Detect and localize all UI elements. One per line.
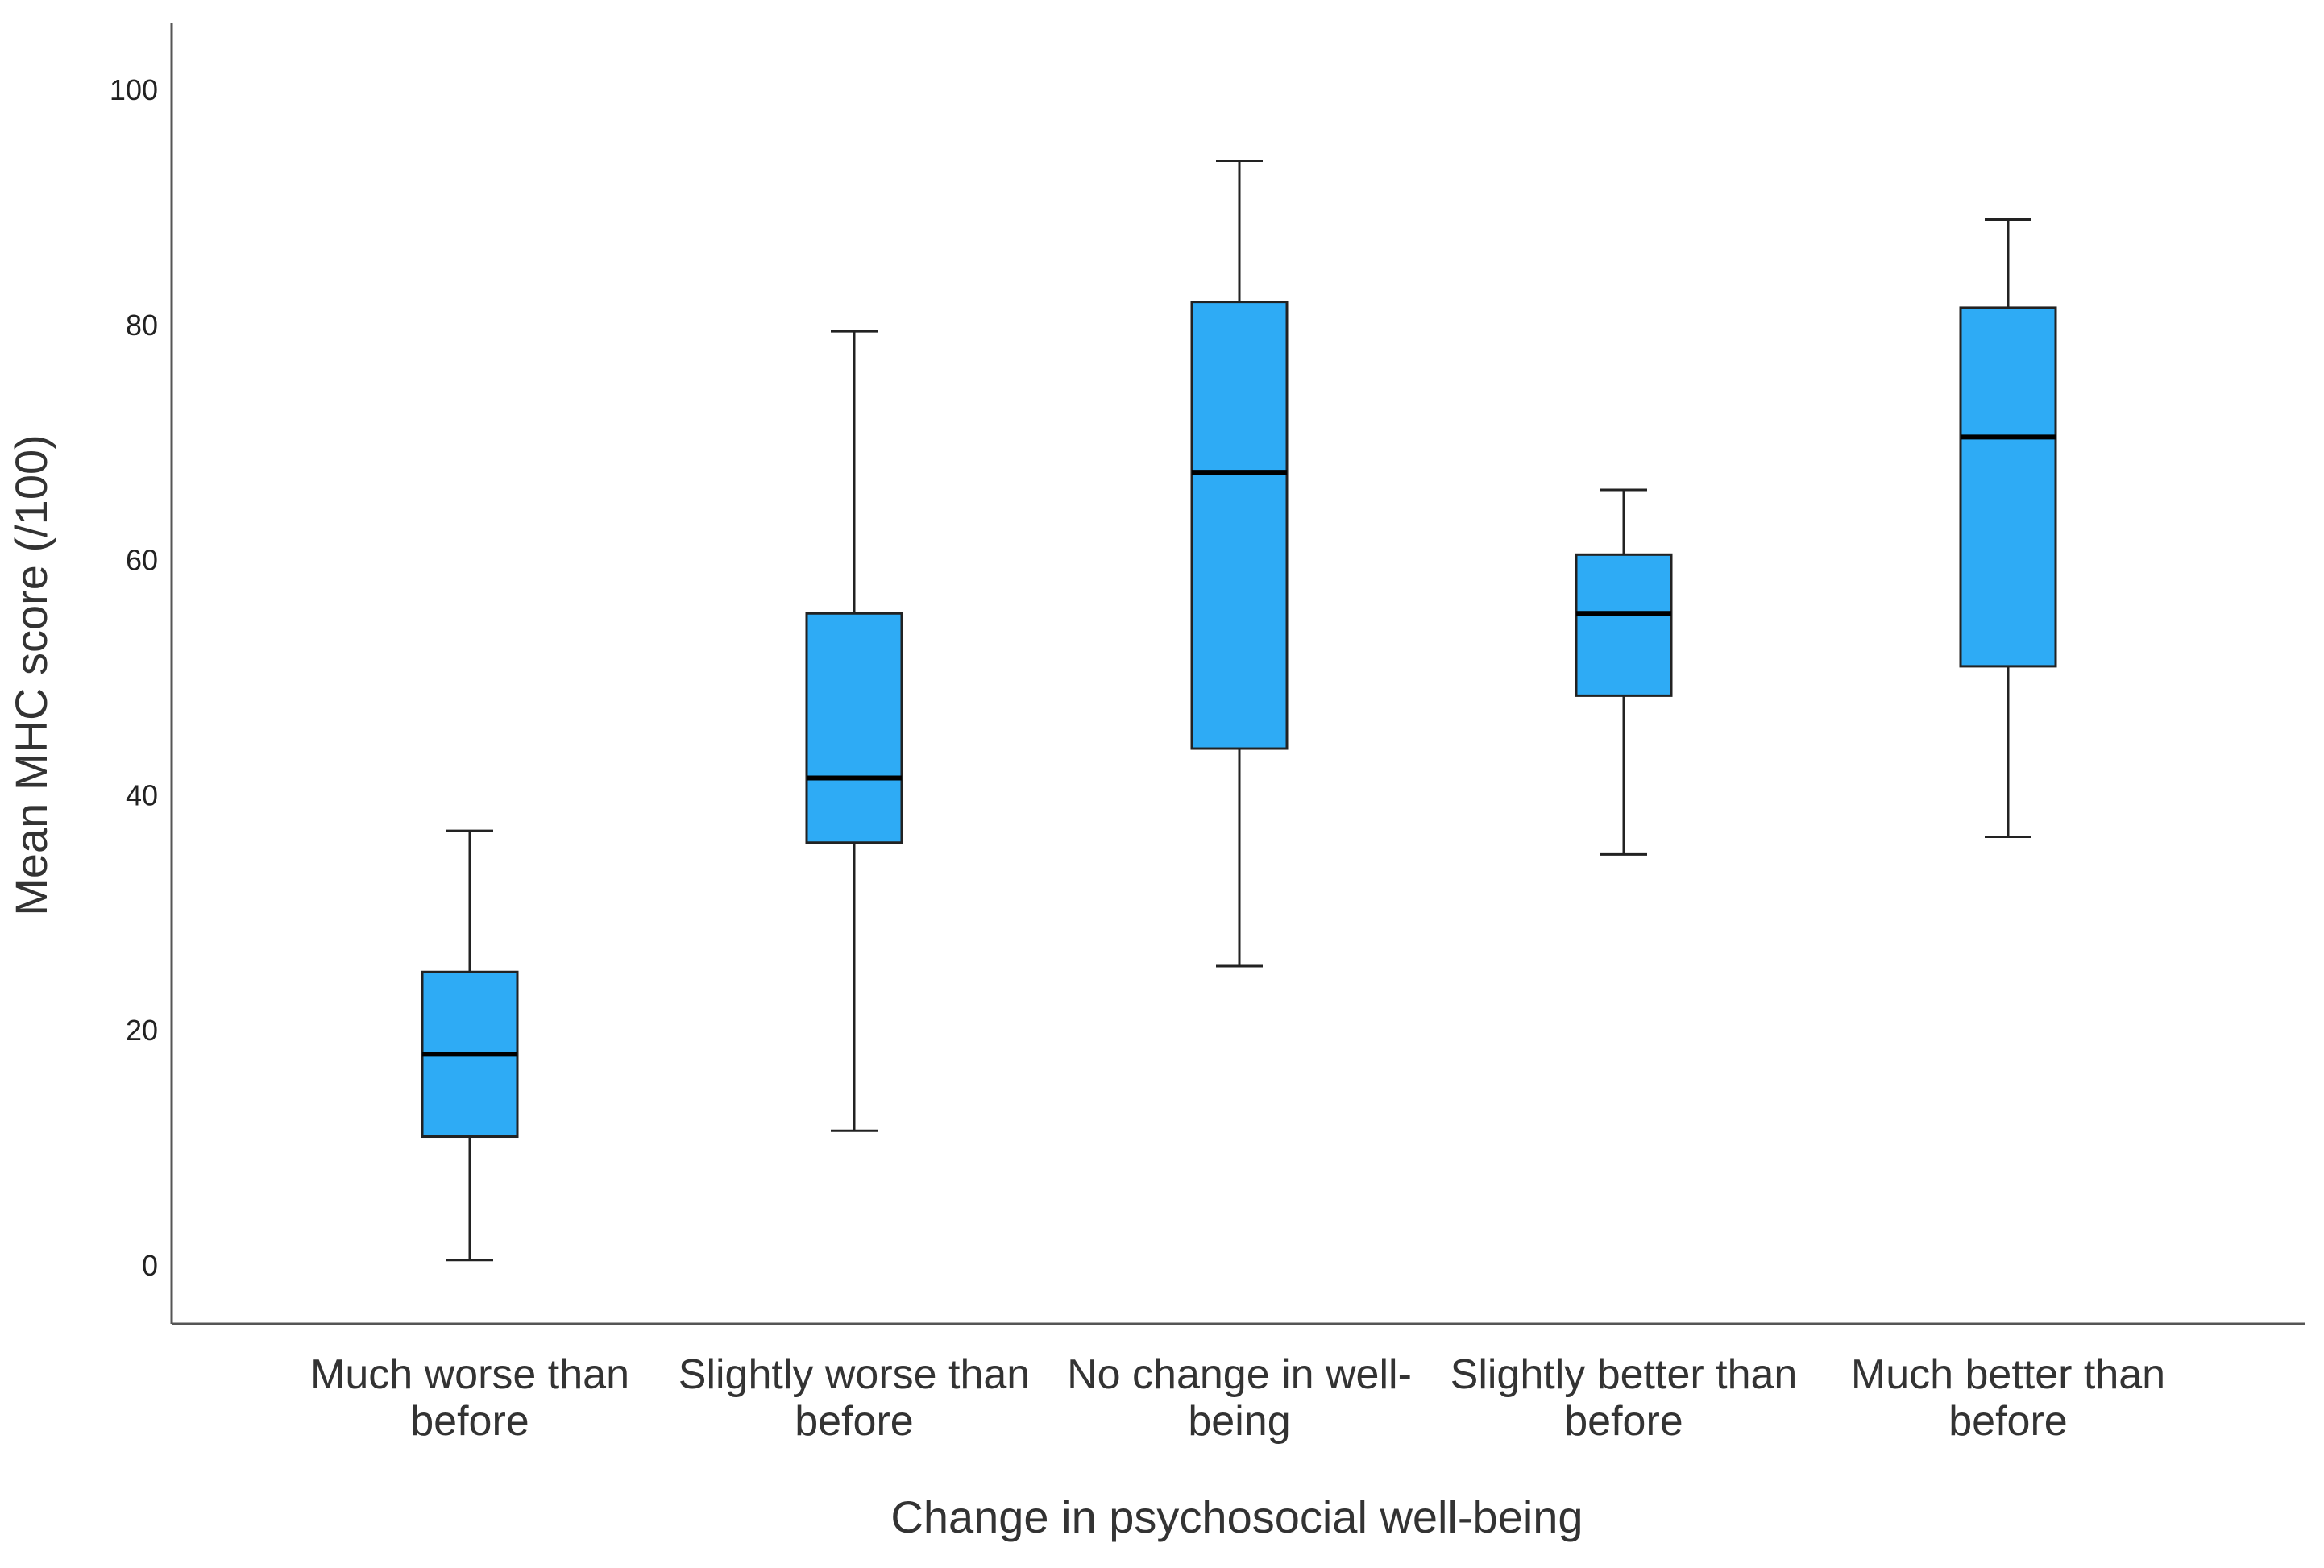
boxes: [421, 160, 2057, 1262]
y-tick-label-60: 60: [126, 544, 158, 577]
x-category-label-1-line-1: Much worse than: [310, 1351, 629, 1398]
y-tick-label-20: 20: [126, 1014, 158, 1047]
y-tick-label-80: 80: [126, 309, 158, 342]
axes: [170, 23, 2305, 1325]
x-category-label-5-line-1: Much better than: [1851, 1351, 2165, 1398]
iqr-box: [805, 612, 903, 844]
x-category-label-2-line-2: before: [795, 1398, 913, 1445]
y-tick-label-100: 100: [110, 73, 158, 106]
x-category-label-3-line-2: being: [1188, 1398, 1290, 1445]
iqr-box: [1190, 301, 1289, 750]
x-category-label-2-line-1: Slightly worse than: [679, 1351, 1030, 1398]
x-category-label-3-line-1: No change in well-: [1067, 1351, 1412, 1398]
x-category-label-4-line-1: Slightly better than: [1450, 1351, 1798, 1398]
box-1: [421, 829, 519, 1262]
box-2: [805, 330, 903, 1132]
y-tick-label-40: 40: [126, 778, 158, 811]
box-3: [1190, 160, 1289, 968]
y-tick-label-0: 0: [142, 1249, 158, 1282]
box-4: [1575, 488, 1673, 856]
y-axis-title: Mean MHC score (/100): [6, 434, 56, 916]
iqr-box: [1959, 306, 2057, 668]
y-tick-labels: 0 20 40 60 80 100: [110, 73, 158, 1282]
box-5: [1959, 218, 2057, 838]
x-category-label-5-line-2: before: [1948, 1398, 2067, 1445]
x-axis-title: Change in psychosocial well-being: [890, 1491, 1583, 1542]
iqr-box: [1575, 553, 1673, 697]
x-category-label-1-line-2: before: [410, 1398, 529, 1445]
x-category-label-4-line-2: before: [1564, 1398, 1683, 1445]
